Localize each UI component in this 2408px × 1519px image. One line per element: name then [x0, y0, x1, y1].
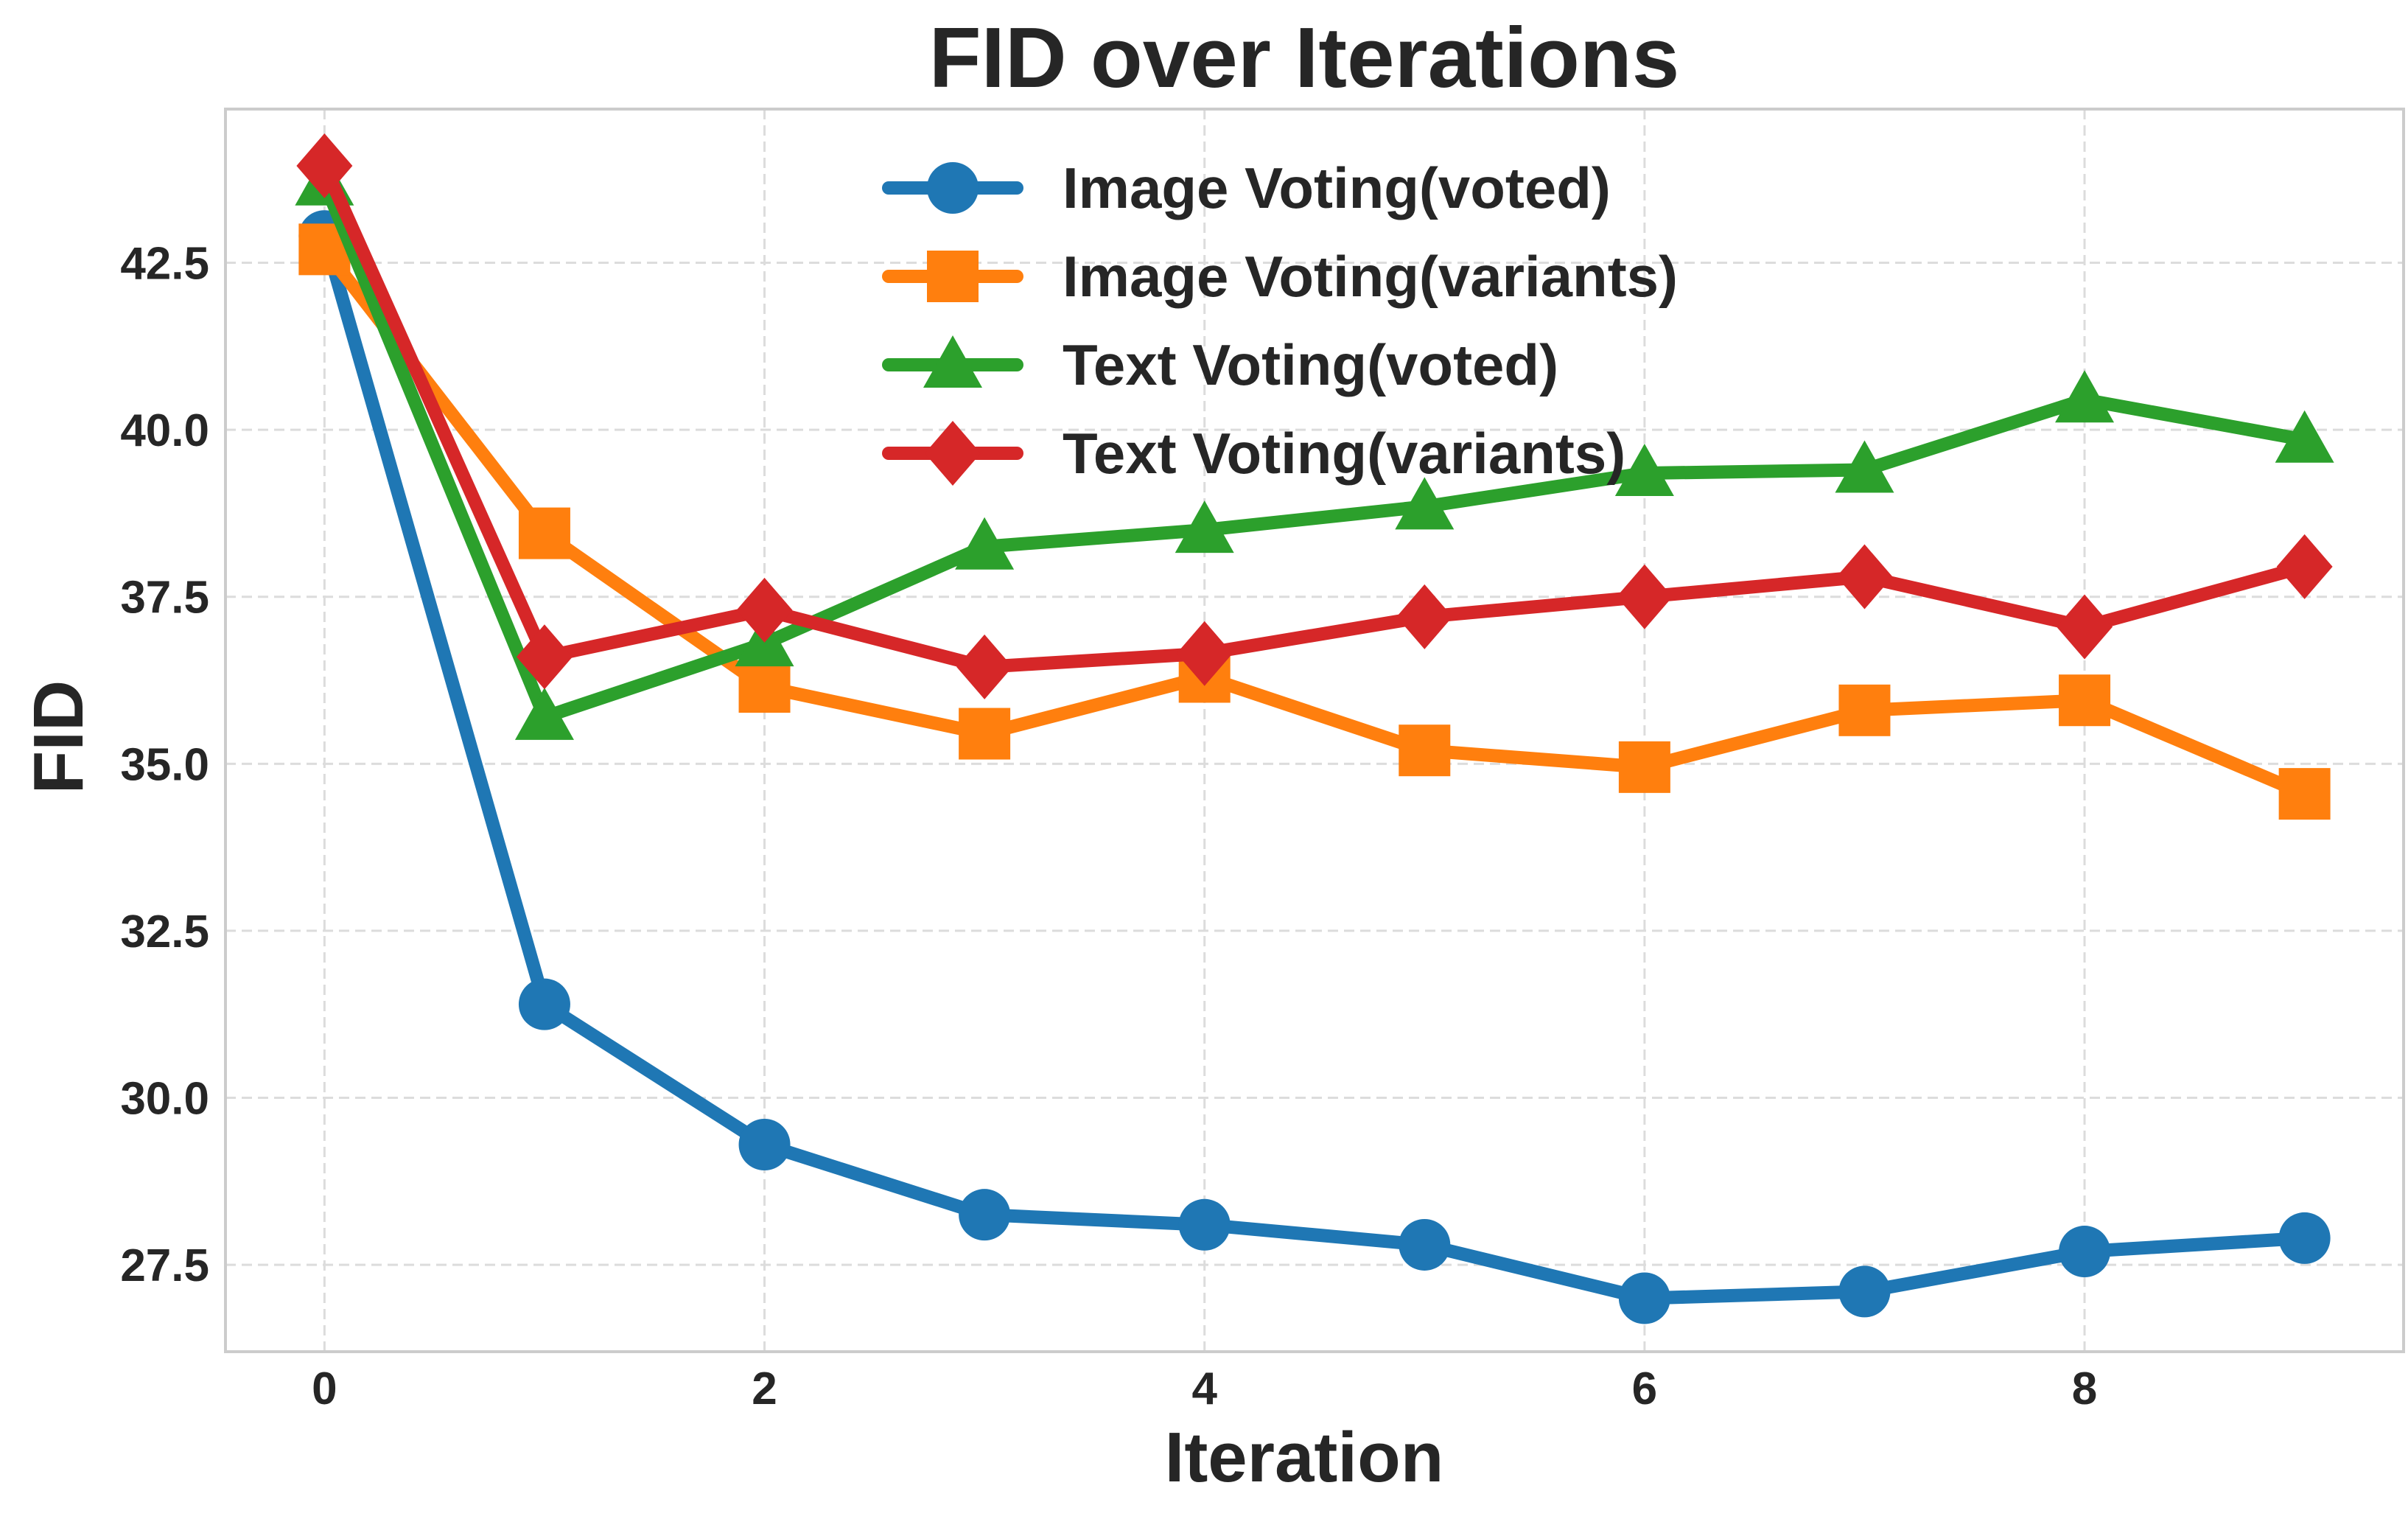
series-image-voting-variants [298, 223, 2331, 820]
data-point-square [1618, 741, 1670, 793]
y-tick-label: 42.5 [120, 238, 209, 289]
data-point-circle [518, 978, 570, 1030]
data-point-triangle [955, 517, 1015, 570]
legend-marker-circle [927, 162, 979, 214]
x-tick-label: 2 [752, 1363, 777, 1414]
data-point-triangle [2275, 410, 2334, 463]
y-tick-label: 35.0 [120, 739, 209, 790]
y-tick-label: 37.5 [120, 573, 209, 624]
data-point-circle [1399, 1218, 1451, 1271]
data-point-circle [2059, 1226, 2111, 1278]
data-point-diamond [956, 634, 1013, 699]
y-axis-label: FID [19, 680, 98, 795]
legend-entry: Image Voting(voted) [882, 156, 1611, 220]
chart-title: FID over Iterations [929, 10, 1679, 105]
data-point-square [959, 708, 1011, 760]
legend-entry: Text Voting(variants) [882, 421, 1625, 486]
data-point-triangle [514, 687, 574, 740]
data-point-diamond [736, 577, 793, 643]
data-point-triangle [1395, 477, 1455, 530]
data-point-triangle [1175, 500, 1234, 554]
y-tick-label: 27.5 [120, 1240, 209, 1291]
data-point-circle [1178, 1198, 1231, 1251]
legend-label: Text Voting(variants) [1063, 421, 1625, 486]
legend-label: Image Voting(variants) [1063, 244, 1678, 309]
data-point-diamond [516, 624, 573, 690]
plot-frame [224, 108, 2405, 1353]
data-point-circle [959, 1189, 1011, 1241]
legend-entry: Image Voting(variants) [882, 244, 1678, 309]
legend-entry: Text Voting(voted) [882, 332, 1558, 397]
x-tick-label: 4 [1191, 1363, 1217, 1414]
data-point-diamond [1396, 584, 1453, 649]
data-point-triangle [1614, 444, 1674, 497]
data-point-diamond [1176, 621, 1233, 686]
data-point-square [738, 661, 791, 713]
legend-marker-triangle [923, 335, 982, 388]
x-tick-label: 0 [312, 1363, 337, 1414]
y-tick-label: 32.5 [120, 907, 209, 957]
grid-lines [225, 109, 2404, 1352]
y-tick-label: 30.0 [120, 1074, 209, 1125]
data-point-circle [738, 1119, 791, 1170]
series-text-voting-voted [295, 153, 2334, 740]
data-point-square [1838, 684, 1891, 736]
series-line [318, 159, 2311, 674]
legend-label: Text Voting(voted) [1063, 332, 1558, 397]
x-tick-label: 8 [2072, 1363, 2097, 1414]
data-point-diamond [296, 133, 353, 199]
data-point-triangle [2055, 370, 2115, 423]
series-image-voting-voted [298, 210, 2331, 1324]
legend-label: Image Voting(voted) [1063, 156, 1611, 220]
data-point-circle [1618, 1272, 1670, 1324]
data-point-circle [2278, 1212, 2331, 1264]
tick-labels: 0 2 4 6 8 27.5 30.0 32.5 35.0 37.5 40.0 42.5 [120, 238, 2097, 1414]
legend-marker-square [927, 251, 979, 302]
data-point-diamond [1836, 544, 1893, 610]
series-layer [295, 133, 2334, 1324]
legend-marker-diamond [925, 421, 981, 486]
x-tick-label: 6 [1632, 1363, 1657, 1414]
series-line [318, 175, 2311, 724]
data-point-square [518, 507, 570, 559]
data-point-square [2278, 768, 2331, 820]
data-point-square [1399, 724, 1451, 777]
data-point-circle [1838, 1265, 1891, 1318]
series-line [318, 242, 2311, 801]
data-point-diamond [2276, 534, 2333, 599]
series-text-voting-variants [296, 133, 2333, 699]
series-line [318, 229, 2311, 1305]
data-point-diamond [1616, 564, 1673, 629]
x-axis-label: Iteration [1165, 1418, 1444, 1497]
y-tick-label: 40.0 [120, 405, 209, 456]
legend: Image Voting(voted) Image Voting(variants… [882, 156, 1678, 486]
data-point-square [2059, 674, 2111, 727]
data-point-triangle [1835, 440, 1894, 493]
data-point-diamond [2057, 594, 2113, 660]
